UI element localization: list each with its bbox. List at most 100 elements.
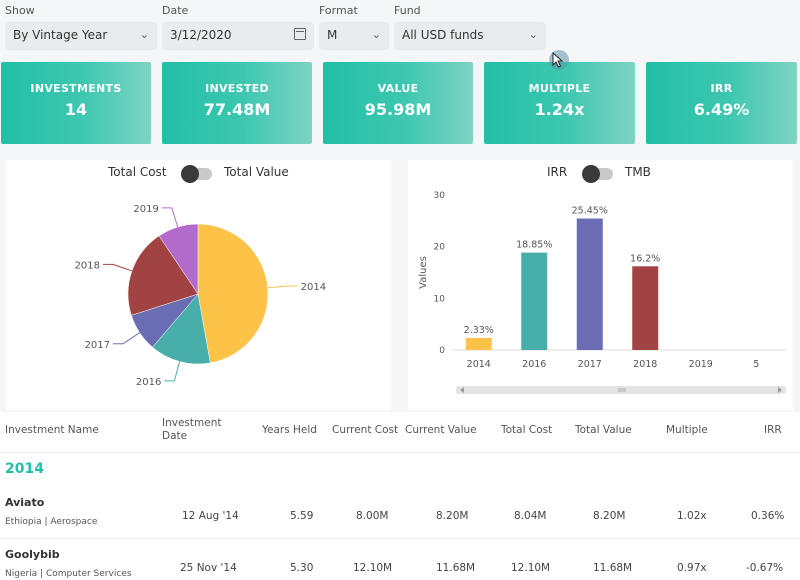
- kpi-label: VALUE: [377, 82, 419, 95]
- bar-chart: 0 10 20 30 Values 2.33% 2014 18.85% 2016 25.45% 20…: [418, 191, 786, 394]
- pie-slice-2016[interactable]: [152, 293, 211, 365]
- pie-leader-line: [267, 285, 298, 289]
- toggle-knob: [582, 165, 600, 183]
- kpi-value: 95.98M: [364, 100, 432, 119]
- cell-total-cost: 8.04M: [514, 510, 547, 522]
- pie-leader-line: [113, 332, 140, 345]
- x-tick-label: 2014: [467, 359, 491, 370]
- cell-current-cost: 8.00M: [356, 510, 389, 522]
- show-select[interactable]: By Vintage Year ⌄: [5, 22, 157, 50]
- cell-total-value: 11.68M: [593, 562, 633, 574]
- cell-current-cost: 12.10M: [353, 562, 393, 574]
- pie-label-2019: 2019: [133, 204, 158, 215]
- investment-name[interactable]: Aviato: [5, 496, 45, 509]
- toggle-total-cost-label: Total Cost: [108, 165, 167, 179]
- show-label: Show: [5, 4, 35, 17]
- bar-data-label: 18.85%: [516, 240, 552, 251]
- header-years-held[interactable]: Years Held: [262, 424, 317, 436]
- scroll-thumb-grip[interactable]: [618, 388, 626, 392]
- pie-label-2018: 2018: [75, 260, 100, 271]
- cell-current-value: 8.20M: [436, 510, 469, 522]
- toggle-tmb-label: TMB: [625, 165, 651, 179]
- kpi-label: MULTIPLE: [528, 82, 591, 95]
- bar-2014[interactable]: [465, 337, 492, 350]
- irr-tmb-toggle[interactable]: [582, 165, 613, 183]
- cell-date: 12 Aug '14: [182, 510, 239, 522]
- cell-years: 5.30: [290, 562, 314, 574]
- header-current-cost[interactable]: Current Cost: [332, 424, 399, 436]
- mouse-cursor-icon: [549, 50, 569, 70]
- date-value: 3/12/2020: [170, 28, 232, 42]
- bar-data-label: 25.45%: [572, 206, 608, 217]
- format-value: M: [327, 28, 338, 42]
- pie-label-2016: 2016: [136, 377, 161, 388]
- y-axis-label: Values: [418, 256, 429, 289]
- y-tick-label: 10: [434, 294, 446, 304]
- toggle-knob: [181, 165, 199, 183]
- header-irr[interactable]: IRR: [764, 424, 782, 436]
- y-tick-label: 20: [434, 243, 446, 253]
- kpi-label: INVESTED: [205, 82, 269, 95]
- fund-select[interactable]: All USD funds ⌄: [394, 22, 546, 50]
- pie-label-2017: 2017: [85, 340, 110, 351]
- cell-irr: 0.36%: [751, 510, 785, 522]
- row-divider: [0, 538, 800, 539]
- pie-slice-2014[interactable]: [197, 223, 269, 364]
- bar-data-label: 2.33%: [464, 325, 494, 336]
- bar-data-label: 16.2%: [630, 253, 660, 264]
- bar-panel: IRR TMB 0 10 20 30 Values 2.33% 2014 18.85% 2016…: [408, 160, 793, 410]
- pie-leader-line: [103, 263, 133, 272]
- kpi-label: IRR: [710, 82, 733, 95]
- header-investment-name[interactable]: Investment Name: [5, 424, 99, 436]
- format-select[interactable]: M ⌄: [319, 22, 389, 50]
- cell-multiple: 0.97x: [677, 562, 707, 574]
- header-total-cost[interactable]: Total Cost: [501, 424, 553, 436]
- investment-meta: Nigeria | Computer Services: [5, 569, 132, 579]
- investment-name[interactable]: Goolybib: [5, 548, 60, 561]
- chevron-down-icon: ⌄: [528, 28, 538, 41]
- header-investment-date[interactable]: Investment Date: [162, 417, 222, 442]
- pie-chart: 2014 2016 2017 2018 2019: [75, 204, 327, 388]
- fund-label: Fund: [394, 4, 421, 17]
- x-tick-label: 2016: [522, 359, 546, 370]
- toggle-irr-label: IRR: [547, 165, 568, 179]
- group-year-label: 2014: [5, 461, 44, 477]
- kpi-invested-card: INVESTED 77.48M: [162, 62, 312, 144]
- bar-2016[interactable]: [521, 252, 548, 350]
- pie-leader-line: [164, 361, 181, 382]
- kpi-irr-card: IRR 6.49%: [646, 62, 797, 144]
- kpi-investments-card: INVESTMENTS 14: [1, 62, 151, 144]
- header-total-value[interactable]: Total Value: [575, 424, 632, 436]
- cell-total-value: 8.20M: [593, 510, 626, 522]
- pie-panel: Total Cost Total Value 2014 2016 2017 2018 2…: [6, 160, 391, 410]
- cost-value-toggle[interactable]: [181, 165, 212, 183]
- investment-meta: Ethiopia | Aerospace: [5, 517, 98, 527]
- bar-2017[interactable]: [576, 218, 603, 350]
- y-tick-label: 0: [439, 346, 445, 356]
- x-tick-label: 2017: [578, 359, 602, 370]
- scroll-right-icon[interactable]: [778, 387, 782, 393]
- x-tick-label: 2018: [633, 359, 657, 370]
- date-input[interactable]: 3/12/2020: [162, 22, 314, 50]
- bar-2018[interactable]: [632, 266, 659, 350]
- kpi-value: 6.49%: [693, 100, 750, 119]
- header-divider: [0, 452, 800, 453]
- calendar-icon[interactable]: [294, 28, 306, 40]
- x-tick-label: 2019: [689, 359, 713, 370]
- kpi-value: 14: [64, 100, 88, 119]
- fund-value: All USD funds: [402, 28, 484, 42]
- x-tick-label: 5: [753, 359, 759, 370]
- format-label: Format: [319, 4, 358, 17]
- header-current-value[interactable]: Current Value: [405, 424, 477, 436]
- cell-multiple: 1.02x: [677, 510, 707, 522]
- chevron-down-icon: ⌄: [371, 28, 381, 41]
- kpi-value-card: VALUE 95.98M: [323, 62, 473, 144]
- filter-bar: Show By Vintage Year ⌄ Date 3/12/2020 Fo…: [0, 0, 800, 56]
- header-multiple[interactable]: Multiple: [666, 424, 708, 436]
- toggle-total-value-label: Total Value: [224, 165, 289, 179]
- show-value: By Vintage Year: [13, 28, 108, 42]
- pie-slice-2018[interactable]: [127, 235, 199, 316]
- kpi-multiple-card: MULTIPLE 1.24x: [484, 62, 635, 144]
- scroll-left-icon[interactable]: [460, 387, 464, 393]
- cell-date: 25 Nov '14: [180, 562, 237, 574]
